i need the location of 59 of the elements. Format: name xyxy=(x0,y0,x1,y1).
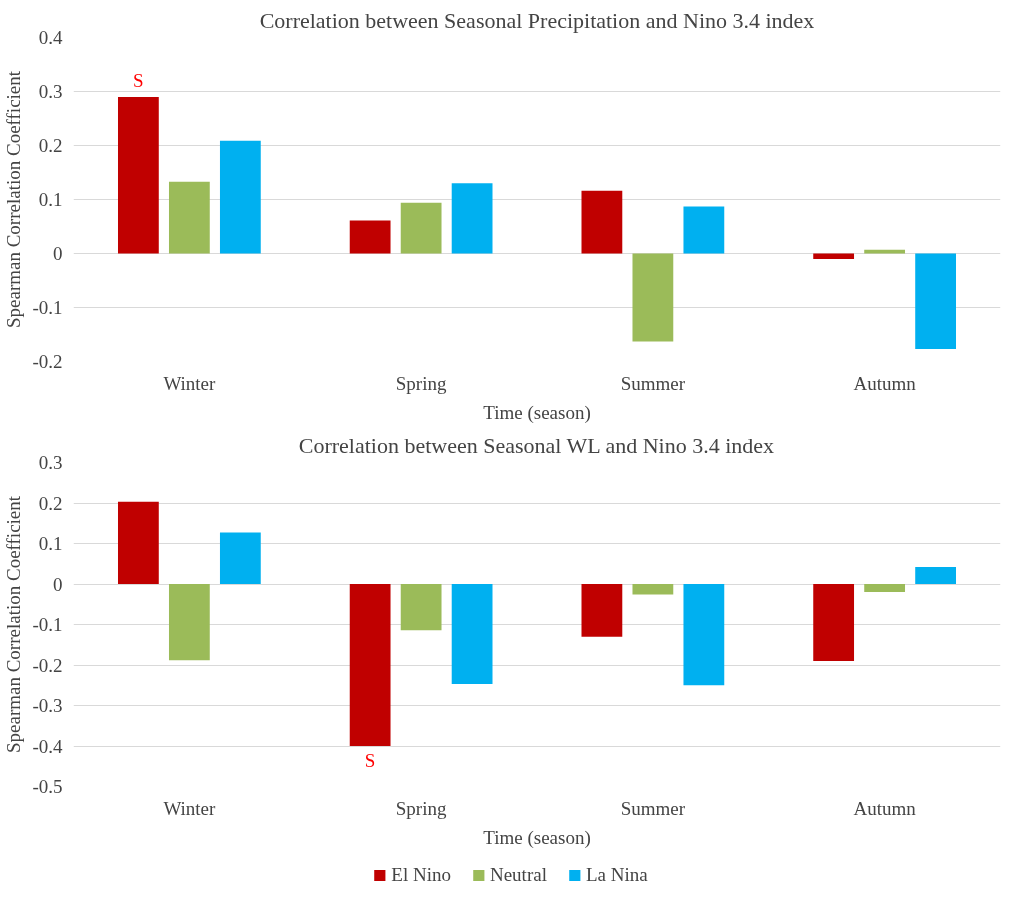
bar xyxy=(400,202,442,254)
bar xyxy=(915,566,956,584)
x-tick-label: Summer xyxy=(620,372,686,394)
y-tick-label: 0.2 xyxy=(38,135,63,156)
bar xyxy=(864,584,906,593)
bar xyxy=(683,206,725,254)
x-tick-label: Autumn xyxy=(853,797,917,819)
bar xyxy=(632,253,674,342)
bar xyxy=(118,96,159,254)
bar xyxy=(683,584,725,686)
bar xyxy=(581,190,623,254)
bar xyxy=(864,249,906,254)
y-tick-label: -0.5 xyxy=(32,776,63,797)
bar xyxy=(118,501,159,584)
bar xyxy=(813,584,855,661)
bar xyxy=(168,181,210,254)
bar xyxy=(400,584,442,631)
y-tick-label: 0.1 xyxy=(38,189,63,210)
x-tick-label: Winter xyxy=(163,372,217,394)
bar xyxy=(349,584,391,746)
y-tick-label: -0.4 xyxy=(32,735,63,757)
bar xyxy=(168,584,210,661)
legend-label: La Nina xyxy=(585,864,648,886)
y-tick-label: 0.3 xyxy=(38,81,63,102)
y-tick-label: -0.2 xyxy=(32,654,63,676)
bar xyxy=(349,220,391,254)
annotation: S xyxy=(133,69,144,91)
x-tick-label: Winter xyxy=(163,797,217,819)
y-tick-label: 0.1 xyxy=(38,533,63,554)
legend-label: Neutral xyxy=(489,864,547,886)
bar xyxy=(451,183,493,254)
x-tick-label: Spring xyxy=(395,797,447,819)
annotation: S xyxy=(364,750,376,771)
bar xyxy=(813,253,855,259)
x-tick-label: Autumn xyxy=(853,372,917,394)
legend-label: El Nino xyxy=(391,864,451,886)
y-tick-label: 0.4 xyxy=(38,27,63,48)
y-tick-label: -0.1 xyxy=(32,614,63,635)
x-tick-label: Summer xyxy=(620,797,686,819)
y-axis-title: Spearman Correlation Coefficient xyxy=(3,495,25,754)
bar xyxy=(632,584,674,595)
bar xyxy=(219,140,261,254)
y-tick-label: 0 xyxy=(53,243,63,264)
bar xyxy=(219,532,261,584)
chart-title: Correlation between Seasonal WL and Nino 3.4 index xyxy=(298,432,775,458)
y-axis-title: Spearman Correlation Coefficient xyxy=(3,70,25,329)
y-tick-label: -0.1 xyxy=(32,297,63,318)
bar xyxy=(451,584,493,685)
y-tick-label: 0.2 xyxy=(38,492,63,514)
y-tick-label: 0.3 xyxy=(38,452,63,473)
x-axis-title: Time (season) xyxy=(483,401,591,424)
y-tick-label: -0.3 xyxy=(32,695,63,716)
bar xyxy=(915,253,956,350)
bar xyxy=(581,584,623,637)
x-tick-label: Spring xyxy=(395,372,447,394)
x-axis-title: Time (season) xyxy=(483,826,591,849)
y-tick-label: -0.2 xyxy=(32,351,63,372)
chart-title: Correlation between Seasonal Precipitation and Nino 3.4 index xyxy=(259,7,815,33)
y-tick-label: 0 xyxy=(53,573,63,595)
